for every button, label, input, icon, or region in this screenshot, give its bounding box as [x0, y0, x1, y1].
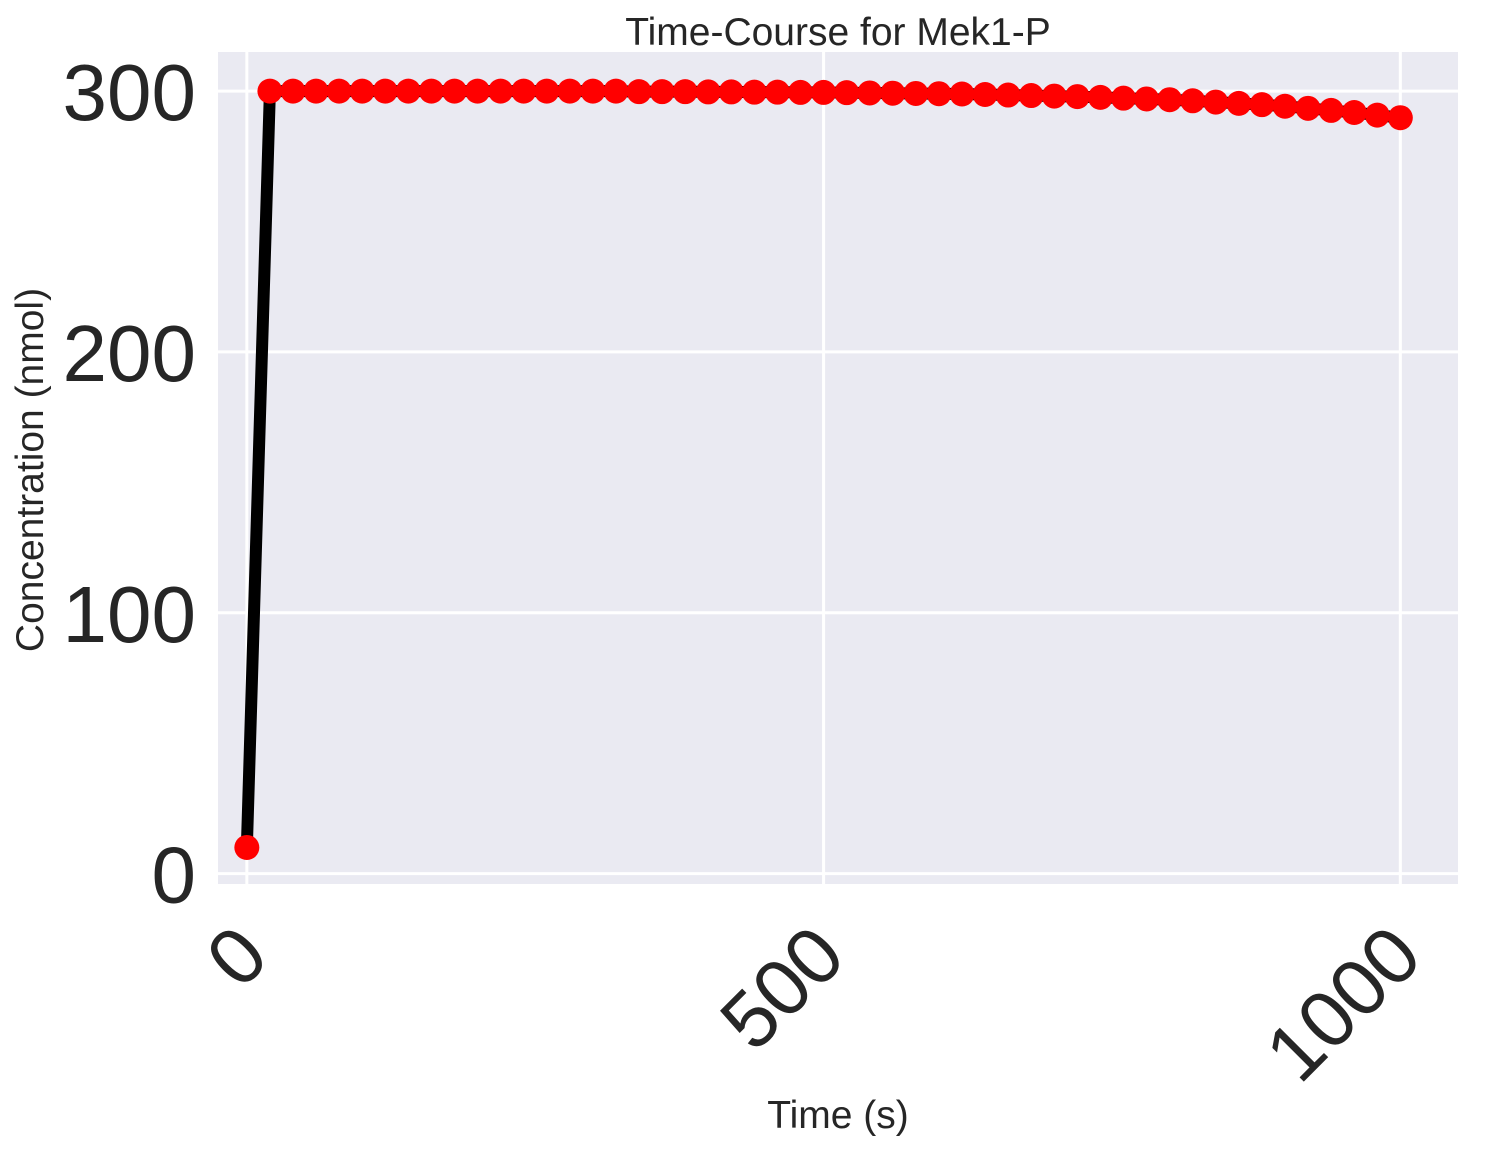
data-point	[280, 78, 306, 104]
data-point	[441, 78, 467, 104]
data-point	[1272, 93, 1298, 119]
data-point	[418, 78, 444, 104]
data-point	[972, 82, 998, 108]
data-point	[1341, 100, 1367, 126]
data-point	[834, 80, 860, 106]
data-point	[903, 80, 929, 106]
data-point	[926, 81, 952, 107]
data-point	[857, 80, 883, 106]
data-point	[1387, 105, 1413, 131]
data-point	[626, 79, 652, 105]
data-point	[811, 79, 837, 105]
data-point	[326, 78, 352, 104]
data-point	[718, 79, 744, 105]
data-point	[1180, 88, 1206, 114]
data-point	[303, 78, 329, 104]
data-point	[1318, 97, 1344, 123]
x-axis-label: Time (s)	[767, 1094, 909, 1137]
data-point	[949, 81, 975, 107]
data-point	[465, 78, 491, 104]
data-point	[880, 80, 906, 106]
data-point	[511, 78, 537, 104]
data-point	[603, 78, 629, 104]
chart-title: Time-Course for Mek1-P	[625, 11, 1050, 54]
data-point	[488, 78, 514, 104]
data-point	[649, 79, 675, 105]
y-tick-label: 100	[63, 570, 196, 659]
x-tick-label: 1000	[1249, 909, 1438, 1098]
y-tick-label: 300	[63, 48, 196, 137]
plot-area	[218, 52, 1458, 884]
series-group	[234, 78, 1413, 860]
data-point	[672, 79, 698, 105]
data-point	[1226, 90, 1252, 116]
data-point	[372, 78, 398, 104]
data-point	[995, 82, 1021, 108]
data-point	[580, 78, 606, 104]
data-point	[1249, 92, 1275, 118]
data-point	[788, 79, 814, 105]
data-point	[1203, 89, 1229, 115]
data-point	[1041, 83, 1067, 109]
data-point	[257, 78, 283, 104]
x-tick-label: 0	[189, 909, 283, 1003]
x-tick-label: 500	[703, 909, 860, 1066]
data-point	[234, 834, 260, 860]
data-point	[1295, 95, 1321, 121]
data-point	[741, 79, 767, 105]
data-point	[557, 78, 583, 104]
data-point	[1110, 85, 1136, 111]
data-point	[534, 78, 560, 104]
data-point	[1064, 84, 1090, 110]
data-point	[1364, 102, 1390, 128]
data-point	[695, 79, 721, 105]
y-axis-label: Concentration (nmol)	[9, 288, 52, 652]
data-point	[1018, 83, 1044, 109]
data-point	[1157, 87, 1183, 113]
data-point	[395, 78, 421, 104]
y-tick-label: 200	[63, 309, 196, 398]
data-point	[764, 79, 790, 105]
data-point	[349, 78, 375, 104]
data-point	[1134, 86, 1160, 112]
data-point	[1087, 84, 1113, 110]
y-tick-label: 0	[152, 831, 197, 920]
